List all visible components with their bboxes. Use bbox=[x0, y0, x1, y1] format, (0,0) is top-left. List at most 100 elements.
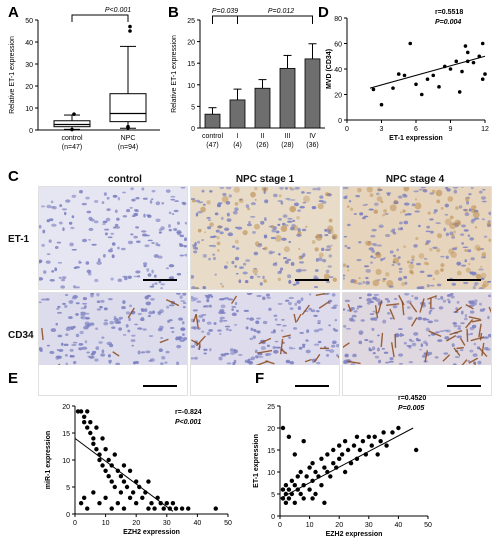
nucleus bbox=[456, 261, 462, 266]
data-point bbox=[463, 44, 468, 48]
nucleus bbox=[280, 329, 284, 332]
nucleus bbox=[384, 298, 389, 301]
nucleus bbox=[358, 330, 364, 335]
nucleus bbox=[235, 226, 238, 229]
nucleus bbox=[137, 327, 143, 330]
data-point bbox=[100, 463, 105, 468]
nucleus bbox=[175, 293, 182, 295]
data-point bbox=[480, 77, 485, 81]
brown-stain bbox=[200, 206, 206, 213]
data-point bbox=[280, 425, 286, 431]
nucleus bbox=[254, 273, 258, 276]
brown-stain bbox=[436, 248, 441, 253]
nucleus bbox=[229, 351, 236, 355]
nucleus bbox=[392, 231, 397, 235]
nucleus bbox=[133, 275, 138, 278]
brown-stain bbox=[270, 224, 275, 229]
nucleus bbox=[243, 309, 249, 312]
nucleus bbox=[239, 198, 243, 201]
category-label: control bbox=[61, 135, 82, 142]
data-point bbox=[298, 469, 303, 475]
correlation-r: r=0.4520 bbox=[398, 395, 426, 402]
nucleus bbox=[408, 361, 414, 364]
brown-stain bbox=[423, 261, 428, 266]
brown-stain bbox=[234, 201, 239, 206]
nucleus bbox=[45, 298, 50, 301]
nucleus bbox=[305, 349, 311, 354]
nucleus bbox=[445, 232, 450, 237]
nucleus bbox=[313, 286, 319, 288]
data-point bbox=[130, 490, 136, 495]
nucleus bbox=[151, 242, 155, 244]
brown-stain bbox=[440, 268, 444, 272]
nucleus bbox=[65, 199, 71, 203]
x-tick-label: 0 bbox=[345, 126, 349, 133]
nucleus bbox=[480, 196, 486, 200]
brown-stain bbox=[233, 187, 240, 193]
nucleus bbox=[427, 320, 434, 324]
vessel-stain bbox=[488, 306, 491, 314]
nucleus bbox=[112, 194, 118, 198]
brown-stain bbox=[377, 187, 382, 192]
vessel-stain bbox=[478, 347, 488, 358]
nucleus bbox=[425, 318, 430, 321]
nucleus bbox=[250, 327, 254, 332]
nucleus bbox=[242, 271, 248, 275]
nucleus bbox=[93, 220, 99, 224]
micrograph-control-et1 bbox=[38, 186, 188, 290]
brown-stain bbox=[414, 202, 422, 210]
nucleus bbox=[84, 340, 88, 344]
nucleus bbox=[467, 249, 472, 253]
data-point bbox=[289, 491, 295, 497]
nucleus bbox=[343, 187, 346, 190]
panel-label-c: C bbox=[8, 168, 19, 185]
brown-stain bbox=[289, 205, 296, 213]
nucleus bbox=[328, 324, 331, 327]
data-point bbox=[75, 409, 81, 414]
nucleus bbox=[140, 351, 146, 354]
x-tick-label: 3 bbox=[380, 126, 384, 133]
nucleus bbox=[151, 283, 155, 287]
nucleus bbox=[212, 253, 216, 256]
nucleus bbox=[140, 308, 145, 312]
nucleus bbox=[194, 356, 198, 360]
y-axis-label: Relative ET-1 expression bbox=[9, 36, 16, 114]
nucleus bbox=[206, 331, 211, 336]
brown-stain bbox=[451, 233, 455, 238]
nucleus bbox=[121, 306, 126, 310]
nucleus bbox=[239, 266, 244, 269]
data-point bbox=[339, 452, 345, 457]
y-tick-label: 10 bbox=[267, 470, 275, 477]
data-point bbox=[109, 506, 114, 511]
nucleus bbox=[91, 350, 97, 354]
nucleus bbox=[272, 226, 277, 230]
nucleus bbox=[131, 198, 136, 202]
nucleus bbox=[170, 198, 176, 201]
nucleus bbox=[228, 329, 232, 332]
nucleus bbox=[131, 344, 134, 347]
nucleus bbox=[373, 257, 377, 259]
nucleus bbox=[368, 347, 371, 351]
nucleus bbox=[94, 200, 99, 203]
nucleus bbox=[152, 310, 155, 314]
nucleus bbox=[439, 330, 444, 333]
vessel-stain bbox=[461, 359, 468, 365]
nucleus bbox=[74, 266, 80, 269]
nucleus bbox=[212, 256, 217, 261]
tissue-background bbox=[39, 187, 187, 289]
brown-stain bbox=[455, 246, 458, 249]
nucleus bbox=[111, 242, 116, 246]
data-point bbox=[396, 72, 401, 76]
scale-bar bbox=[295, 385, 329, 387]
nucleus bbox=[202, 253, 207, 258]
brown-stain bbox=[328, 247, 332, 251]
nucleus bbox=[375, 192, 380, 196]
nucleus bbox=[236, 226, 243, 230]
nucleus bbox=[206, 299, 210, 303]
nucleus bbox=[57, 334, 63, 338]
x-tick-label: 10 bbox=[102, 520, 110, 527]
nucleus bbox=[470, 187, 474, 190]
nucleus bbox=[57, 261, 63, 264]
brown-stain bbox=[411, 255, 415, 259]
data-point bbox=[88, 430, 93, 436]
